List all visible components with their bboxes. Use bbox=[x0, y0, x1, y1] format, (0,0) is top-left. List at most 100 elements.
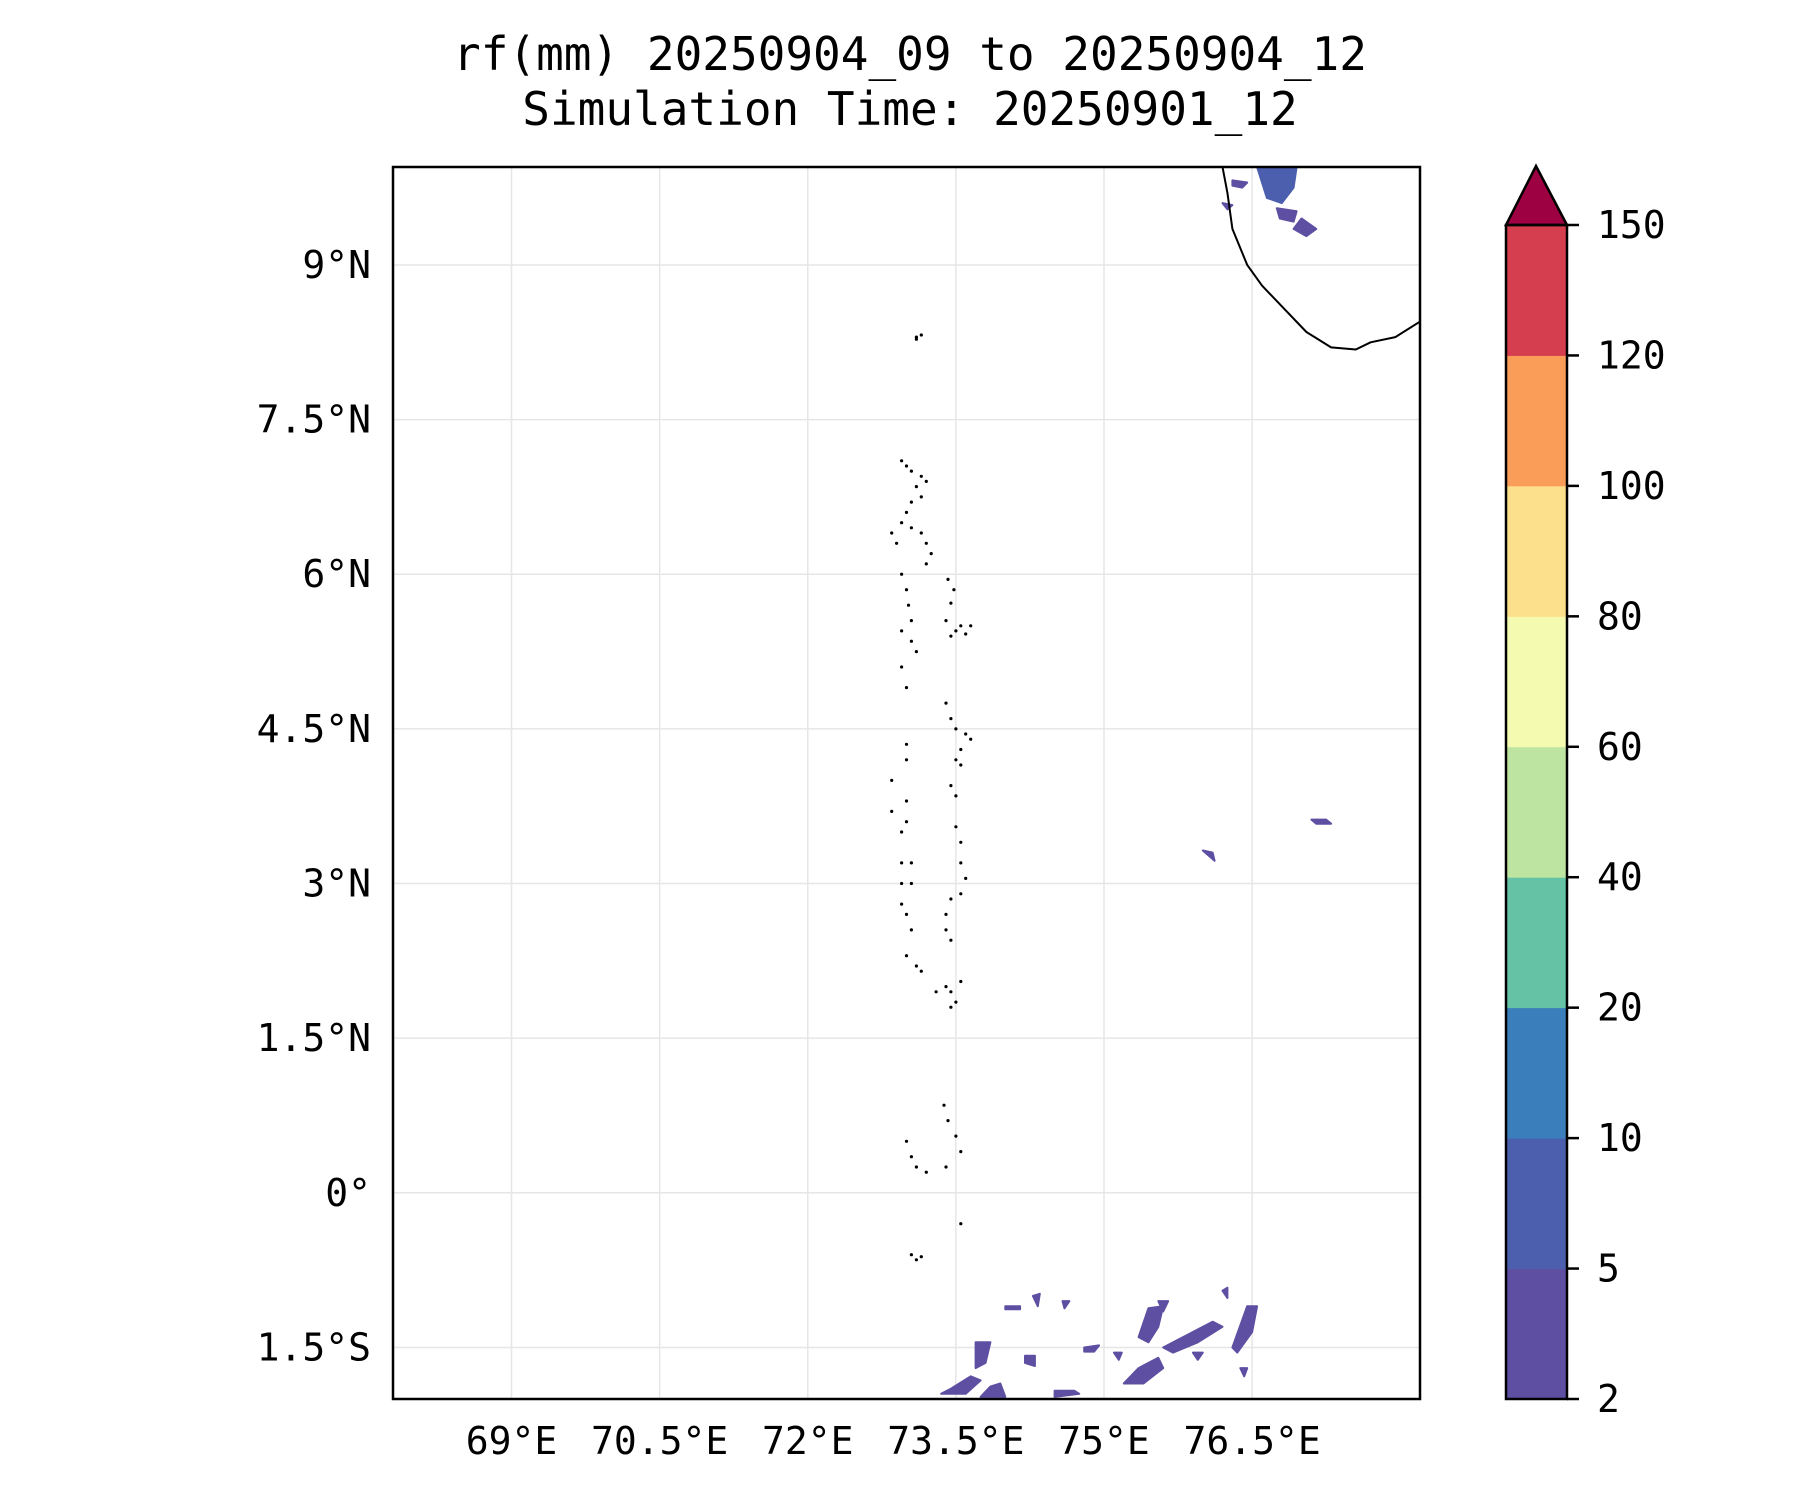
rainfall-patch bbox=[1292, 217, 1318, 238]
lat-tick-label: 6°N bbox=[302, 552, 371, 596]
colorbar-tick-label: 5 bbox=[1597, 1247, 1620, 1291]
colorbar-segment bbox=[1506, 1007, 1567, 1139]
atoll-island bbox=[959, 747, 963, 752]
lat-tick-label: 4.5°N bbox=[257, 707, 371, 751]
atoll-island bbox=[949, 717, 953, 721]
atoll-island bbox=[919, 1255, 923, 1259]
atoll-island bbox=[909, 1155, 914, 1159]
atoll-island bbox=[904, 588, 909, 592]
atoll-island bbox=[969, 624, 973, 628]
map-frame bbox=[391, 165, 1422, 1401]
atoll-island bbox=[949, 634, 953, 638]
atoll-island bbox=[909, 1253, 914, 1257]
atoll-island bbox=[944, 1165, 948, 1169]
atoll-island bbox=[944, 928, 948, 932]
atoll-island bbox=[914, 964, 919, 968]
coastline-layer bbox=[890, 167, 1420, 1262]
atoll-island bbox=[942, 1103, 946, 1107]
atoll-island bbox=[909, 861, 914, 865]
atoll-island bbox=[959, 1150, 963, 1154]
atoll-island bbox=[949, 990, 953, 994]
atoll-island bbox=[964, 876, 968, 881]
rainfall-patch bbox=[1031, 1292, 1041, 1308]
atoll-island bbox=[909, 500, 914, 504]
atoll-island bbox=[954, 1000, 958, 1004]
rainfall-patch bbox=[1024, 1354, 1036, 1367]
lon-tick-label: 70.5°E bbox=[591, 1419, 728, 1463]
longitude-tick-labels: 69°E 70.5°E 72°E 73.5°E 75°E 76.5°E bbox=[466, 1419, 1321, 1463]
atoll-island bbox=[949, 897, 953, 901]
atoll-island bbox=[919, 333, 923, 337]
atoll-island bbox=[924, 1170, 928, 1174]
colorbar-tick-label: 150 bbox=[1597, 203, 1666, 247]
atoll-island bbox=[944, 912, 948, 917]
atoll-island bbox=[954, 794, 958, 798]
atoll-island bbox=[946, 577, 950, 582]
rainfall-patch bbox=[1122, 1356, 1165, 1385]
rainfall-patch bbox=[1275, 207, 1298, 223]
atoll-island bbox=[959, 979, 963, 984]
rainfall-patch bbox=[1162, 1320, 1224, 1354]
atoll-island bbox=[919, 495, 923, 499]
atoll-island bbox=[919, 531, 923, 535]
colorbar-segment bbox=[1506, 485, 1567, 617]
atoll-island bbox=[900, 881, 904, 886]
rainfall-patch bbox=[1256, 167, 1298, 205]
lat-tick-label: 1.5°N bbox=[257, 1016, 371, 1060]
atoll-island bbox=[914, 485, 919, 489]
atoll-island bbox=[909, 928, 914, 932]
atoll-island bbox=[924, 479, 928, 483]
atoll-island bbox=[904, 912, 909, 917]
atoll-island bbox=[904, 510, 909, 514]
colorbar-tick-label: 20 bbox=[1597, 986, 1643, 1030]
atoll-island bbox=[924, 562, 928, 566]
atoll-island bbox=[904, 758, 909, 762]
atoll-island bbox=[904, 799, 909, 803]
atoll-island bbox=[914, 337, 919, 341]
atoll-island bbox=[934, 990, 938, 994]
atoll-island bbox=[909, 469, 914, 473]
lat-tick-label: 7.5°N bbox=[257, 398, 371, 442]
atoll-island bbox=[919, 969, 923, 973]
lat-tick-label: 3°N bbox=[302, 862, 371, 906]
lon-tick-label: 76.5°E bbox=[1183, 1419, 1320, 1463]
lat-tick-label: 9°N bbox=[302, 243, 371, 287]
atoll-island bbox=[904, 1139, 909, 1143]
colorbar-tick-label: 80 bbox=[1597, 594, 1643, 638]
rainfall-layer bbox=[940, 167, 1333, 1398]
rainfall-patch bbox=[940, 1375, 982, 1395]
atoll-island bbox=[900, 902, 904, 906]
atoll-island bbox=[914, 1258, 919, 1262]
rainfall-patch bbox=[1231, 1305, 1259, 1354]
atoll-island bbox=[909, 881, 914, 886]
atoll-island bbox=[919, 474, 923, 478]
atoll-island bbox=[900, 629, 904, 633]
atoll-island bbox=[900, 861, 904, 865]
rainfall-patch bbox=[1083, 1344, 1101, 1353]
atoll-island bbox=[949, 1005, 953, 1009]
atoll-island bbox=[954, 758, 958, 762]
rainfall-patch bbox=[1239, 1367, 1249, 1378]
map-title-line-1: rf(mm) 20250904_09 to 20250904_12 bbox=[453, 27, 1367, 81]
atoll-island bbox=[959, 840, 963, 844]
lon-tick-label: 69°E bbox=[466, 1419, 558, 1463]
colorbar-segment bbox=[1506, 616, 1567, 748]
colorbar-tick-labels: 2 5 10 20 40 60 80 100 120 150 bbox=[1567, 203, 1666, 1421]
colorbar-tick-label: 60 bbox=[1597, 725, 1643, 769]
atoll-island bbox=[909, 619, 914, 623]
atoll-island bbox=[890, 778, 894, 783]
atoll-island bbox=[909, 526, 914, 530]
atoll-island bbox=[959, 763, 963, 767]
rainfall-patch bbox=[1137, 1305, 1165, 1344]
map-background bbox=[393, 167, 1420, 1399]
map-area: 69°E 70.5°E 72°E 73.5°E 75°E 76.5°E 9°N 7.5°N 6… bbox=[257, 165, 1422, 1463]
colorbar-segments bbox=[1506, 225, 1567, 1400]
atoll-island bbox=[954, 825, 958, 829]
atoll-island bbox=[964, 632, 968, 636]
atoll-island bbox=[944, 619, 948, 623]
atoll-island bbox=[952, 588, 956, 592]
colorbar-frame bbox=[1504, 223, 1569, 1401]
atoll-island bbox=[895, 541, 899, 545]
atoll-island bbox=[929, 552, 933, 556]
rainfall-patch bbox=[1310, 818, 1333, 825]
